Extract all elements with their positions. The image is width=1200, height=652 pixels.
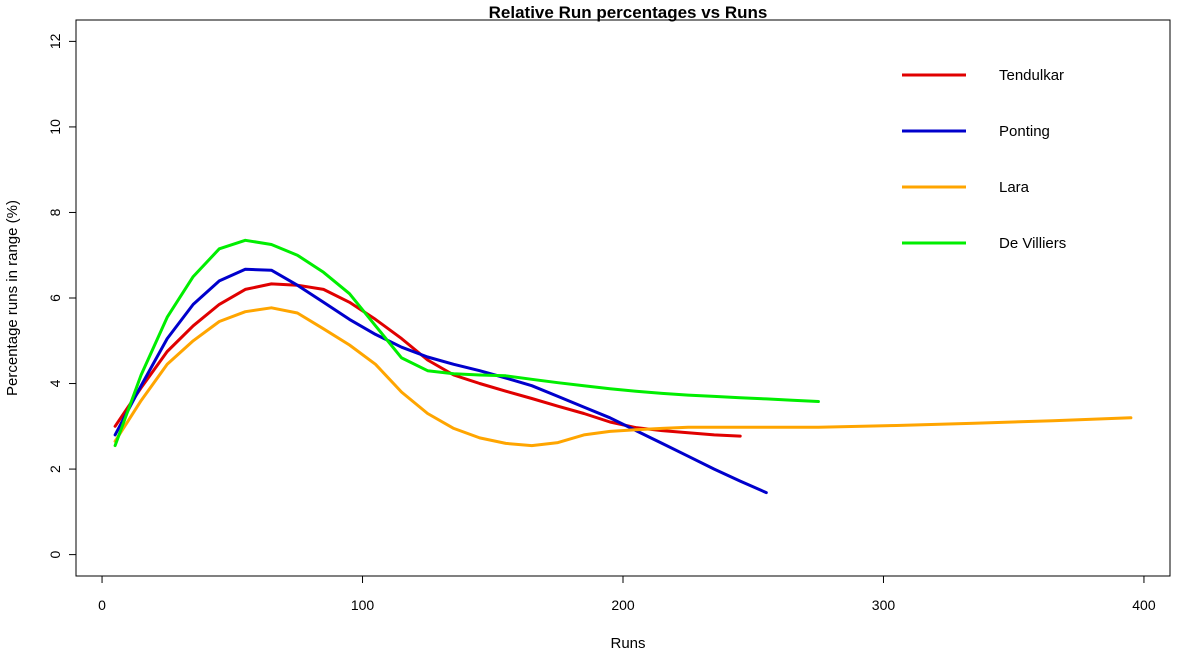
y-tick-label: 8 (47, 208, 63, 216)
x-tick-label: 0 (98, 597, 106, 613)
x-tick-label: 300 (872, 597, 896, 613)
x-tick-label: 200 (611, 597, 635, 613)
legend-label-de-villiers: De Villiers (999, 235, 1066, 252)
y-axis: 0 2 4 6 8 10 12 (47, 33, 77, 559)
legend-label-lara: Lara (999, 179, 1030, 196)
x-axis-label: Runs (610, 635, 645, 652)
y-tick-label: 4 (47, 379, 63, 387)
plot-frame (75, 19, 1171, 577)
series-line-lara (113, 306, 1133, 448)
x-tick-label: 100 (351, 597, 375, 613)
y-tick-label: 12 (47, 33, 63, 49)
chart-title: Relative Run percentages vs Runs (489, 3, 768, 22)
series-line-de-villiers (113, 238, 820, 448)
series-line-tendulkar (113, 282, 742, 438)
series-line-ponting (113, 267, 768, 495)
y-tick-label: 6 (47, 294, 63, 302)
x-axis: 0 100 200 300 400 (98, 575, 1156, 613)
legend: Tendulkar Ponting Lara De Villiers (902, 67, 1066, 252)
y-axis-label: Percentage runs in range (%) (4, 200, 21, 396)
y-tick-label: 2 (47, 465, 63, 473)
legend-label-ponting: Ponting (999, 123, 1050, 140)
x-tick-label: 400 (1132, 597, 1156, 613)
y-tick-label: 0 (47, 551, 63, 559)
legend-label-tendulkar: Tendulkar (999, 67, 1064, 84)
series-layer (113, 238, 1133, 495)
y-tick-label: 10 (47, 119, 63, 135)
